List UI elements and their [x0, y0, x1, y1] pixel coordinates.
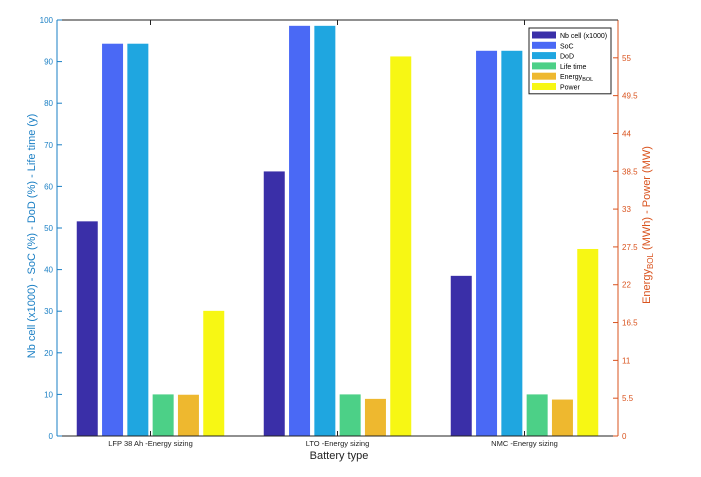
tick-label-right: 49.5 — [622, 92, 638, 101]
bar-soc-1 — [102, 43, 124, 436]
legend-swatch — [532, 52, 556, 60]
tick-label-right: 11 — [622, 356, 631, 365]
bar-dod-2 — [314, 25, 336, 436]
legend-label-sub: BOL — [582, 77, 593, 83]
tick-label-right: 27.5 — [622, 243, 638, 252]
tick-label-left: 10 — [44, 390, 53, 399]
bar-dod-1 — [127, 43, 149, 436]
tick-label-right: 22 — [622, 281, 631, 290]
legend-label: SoC — [560, 43, 574, 50]
bar-energy-3 — [551, 399, 573, 436]
bar-energy-2 — [364, 398, 386, 436]
plot-background — [57, 20, 618, 436]
legend-label: EnergyBOL — [560, 74, 593, 83]
legend-swatch — [532, 62, 556, 70]
tick-label-right: 33 — [622, 205, 631, 214]
tick-label-left: 40 — [44, 266, 53, 275]
bars — [76, 25, 599, 437]
legend-swatch — [532, 31, 556, 39]
axes: 0 10 20 30 40 50 60 70 80 90 100 0 5.5 11 16.5 22 27.5 33… — [40, 16, 638, 448]
legend-label: Life time — [560, 64, 587, 71]
y-axis-label-right: EnergyBOL (MWh) - Power (MW) — [641, 146, 655, 304]
bar-nb-cell-x1000-1 — [76, 221, 98, 436]
tick-label-left: 60 — [44, 182, 53, 191]
tick-label-right: 0 — [622, 432, 627, 441]
tick-label-x: LFP 38 Ah -Energy sizing — [108, 439, 193, 448]
bar-dod-3 — [501, 50, 523, 437]
bar-nb-cell-x1000-3 — [450, 275, 472, 436]
bar-life-time-2 — [339, 394, 361, 436]
tick-label-right: 44 — [622, 129, 631, 138]
bar-power-2 — [390, 56, 412, 437]
bar-soc-2 — [289, 25, 311, 436]
tick-label-left: 0 — [49, 432, 54, 441]
legend-swatch — [532, 83, 556, 90]
y-axis-label-right-main: Energy — [641, 269, 653, 304]
legend-box — [528, 27, 612, 95]
tick-label-right: 16.5 — [622, 319, 638, 328]
legend-label: Power — [560, 85, 581, 92]
tick-label-left: 20 — [44, 349, 53, 358]
tick-label-left: 30 — [44, 307, 53, 316]
tick-label-left: 80 — [44, 99, 53, 108]
bar-soc-3 — [476, 50, 498, 437]
bar-power-1 — [203, 310, 225, 436]
y-axis-label-right-rest: (MWh) - Power (MW) — [641, 146, 653, 253]
legend-swatch — [532, 41, 556, 49]
bar-life-time-1 — [152, 394, 174, 436]
tick-label-right: 38.5 — [622, 167, 638, 176]
tick-label-right: 5.5 — [622, 394, 634, 403]
tick-label-left: 90 — [44, 58, 53, 67]
tick-label-x: LTO -Energy sizing — [306, 439, 370, 448]
bar-energy-1 — [177, 394, 199, 436]
legend-label: Nb cell (x1000) — [560, 33, 607, 40]
x-axis-label: Battery type — [310, 450, 369, 462]
legend-label: DoD — [560, 54, 574, 61]
legend: Nb cell (x1000) SoC DoD Life time EnergyBOL P… — [528, 27, 612, 95]
tick-label-left: 70 — [44, 141, 53, 150]
tick-label-x: NMC -Energy sizing — [491, 439, 558, 448]
y-axis-label-left: Nb cell (x1000) - SoC (%) - DoD (%) - Li… — [26, 114, 38, 359]
tick-label-left: 100 — [40, 16, 54, 25]
tick-label-right: 55 — [622, 54, 631, 63]
tick-label-left: 50 — [44, 224, 53, 233]
y-axis-label-right-sub: BOL — [646, 252, 655, 269]
legend-swatch — [532, 72, 556, 80]
bar-life-time-3 — [526, 394, 548, 436]
bar-power-3 — [577, 248, 599, 436]
bar-nb-cell-x1000-2 — [263, 171, 285, 436]
plot-area — [57, 20, 618, 436]
